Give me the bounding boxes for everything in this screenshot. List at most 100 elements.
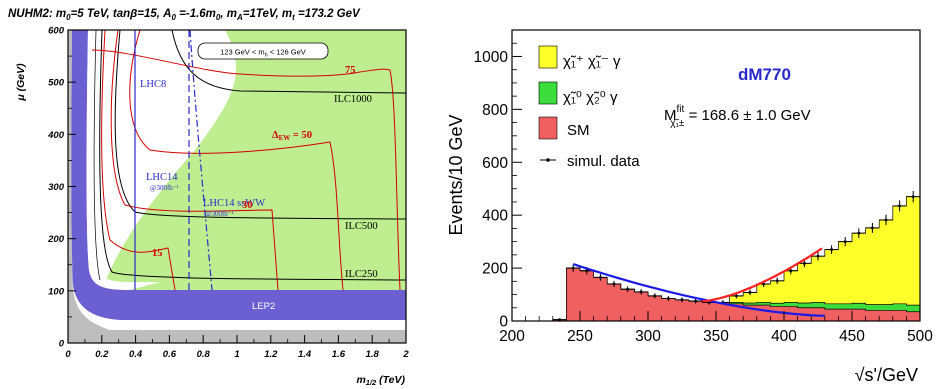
left-x-tick-label: 0.8 [197, 349, 211, 360]
white-channel [86, 30, 160, 290]
left-y-tick-label: 600 [48, 26, 65, 37]
fit-curves [572, 247, 825, 317]
ilc500-label: ILC500 [345, 221, 378, 232]
right-x-tick-label: 500 [907, 328, 933, 345]
legend-label-chargino: χ̃₁⁺ χ̃₁⁻ γ [563, 53, 621, 70]
data-point [639, 290, 643, 294]
lhc14-ssww-label: LHC14 ssWW [203, 198, 265, 209]
data-point [884, 218, 888, 222]
legend-swatch-chargino [538, 45, 558, 69]
right-x-tick-label: 200 [499, 328, 525, 345]
right-y-tick-label: 400 [482, 208, 508, 225]
data-point [843, 240, 847, 244]
data-point [612, 282, 616, 286]
left-axes: 0 0.2 0.4 0.6 0.8 1 1.2 1.4 1.6 1.8 2 0 100 200 300 400… [47, 26, 409, 361]
ilc250-curve [99, 30, 406, 281]
delta-ew-75-label: 75 [345, 65, 356, 76]
delta-ew-50-contour [129, 30, 344, 291]
legend: χ̃₁⁺ χ̃₁⁻ γ χ̃₁⁰ χ̃₂⁰ γ SM simul. data [538, 45, 640, 170]
lhc14-sub-label: @300fb⁻¹ [150, 184, 179, 192]
data-point [898, 204, 901, 208]
left-y-tick-label: 0 [59, 339, 65, 350]
higgs-mass-box [197, 42, 329, 60]
left-y-tick-label: 400 [47, 130, 65, 141]
right-x-axis-label: √s'/GeV [855, 365, 918, 385]
legend-label-neutralino: χ̃₁⁰ χ̃₂⁰ γ [563, 89, 618, 106]
ilc250-label: ILC250 [345, 269, 378, 280]
delta-ew-30-label: 30 [242, 200, 253, 211]
data-point [735, 294, 738, 298]
legend-label-data: simul. data [567, 153, 640, 170]
data-point [830, 248, 833, 251]
thin-black-curve [93, 30, 101, 281]
right-x-tick-label: 250 [567, 328, 593, 345]
left-y-tick-label: 100 [48, 286, 65, 297]
lhc14-ssww-line [189, 30, 213, 291]
data-point [775, 279, 779, 283]
left-y-tick-label: 200 [47, 234, 65, 245]
left-y-axis-label: μ (GeV) [15, 63, 27, 102]
data-point [558, 318, 561, 321]
left-x-tick-label: 1.4 [298, 349, 312, 360]
fit-mass-label: Mfit χ̃₁± = 168.6 ± 1.0 GeV [664, 104, 811, 129]
ilc500-curve [114, 30, 406, 220]
lhc14-ssww-sub-label: @300fb⁻¹ [205, 210, 234, 218]
data-point [653, 294, 657, 298]
left-x-tick-label: 1.8 [366, 349, 380, 360]
right-y-tick-label: 200 [482, 261, 508, 278]
green-region [102, 30, 406, 290]
delta-ew-30-contour [110, 30, 279, 291]
legend-swatch-neutralino [538, 81, 558, 105]
data-point [694, 299, 697, 303]
lhc8-label: LHC8 [140, 79, 166, 90]
left-x-tick-label: 0.4 [129, 349, 143, 360]
histogram-bars [512, 182, 920, 321]
legend-marker-data [546, 158, 550, 162]
data-point [571, 266, 575, 270]
delta-ew-75-contour [91, 49, 401, 291]
data-point [857, 231, 861, 235]
left-x-tick-label: 2 [402, 349, 409, 360]
fit-curve-signal [702, 247, 823, 303]
data-point [816, 254, 820, 258]
annotation-dm770: dM770 [738, 65, 791, 84]
right-x-tick-label: 350 [703, 328, 729, 345]
data-point [803, 261, 806, 265]
left-x-tick-label: 1.2 [264, 349, 278, 360]
data-point [911, 195, 915, 199]
lep2-band [71, 30, 406, 320]
data-point [925, 181, 928, 184]
left-x-tick-label: 1 [234, 349, 239, 360]
data-point [748, 291, 752, 294]
left-y-tick-label: 300 [48, 182, 65, 193]
right-x-tick-label: 450 [839, 328, 865, 345]
data-point [599, 275, 602, 279]
data-point [789, 269, 793, 273]
delta-ew-15-label: 15 [152, 248, 163, 259]
left-x-tick-label: 1.6 [332, 349, 346, 360]
data-point [680, 298, 684, 302]
right-x-tick-label: 300 [635, 328, 661, 345]
legend-label-sm: SM [567, 122, 590, 139]
ilc1000-label: ILC1000 [334, 94, 372, 105]
lep2-label: LEP2 [252, 301, 275, 312]
left-x-tick-label: 0.2 [95, 349, 109, 360]
left-x-axis-label: m1/2 (TeV) [356, 374, 405, 387]
data-point [667, 297, 670, 300]
right-y-tick-label: 0 [499, 314, 508, 331]
ilc1000-curve [171, 30, 406, 94]
right-y-axis-label: Events/10 GeV [446, 114, 466, 235]
right-y-tick-label: 600 [482, 155, 508, 172]
lhc14-label: LHC14 [146, 172, 178, 183]
left-x-tick-label: 0.6 [163, 349, 177, 360]
legend-swatch-sm [538, 116, 558, 140]
histogram-stack-sm [512, 267, 920, 321]
delta-ew-15-contour [101, 30, 176, 291]
data-point [871, 226, 874, 230]
left-chart-title: NUHM2: m0=5 TeV, tanβ=15, A0 =-1.6m0, mA… [8, 8, 361, 22]
left-x-tick-label: 0 [65, 349, 71, 360]
fit-curve-sm [572, 263, 825, 317]
